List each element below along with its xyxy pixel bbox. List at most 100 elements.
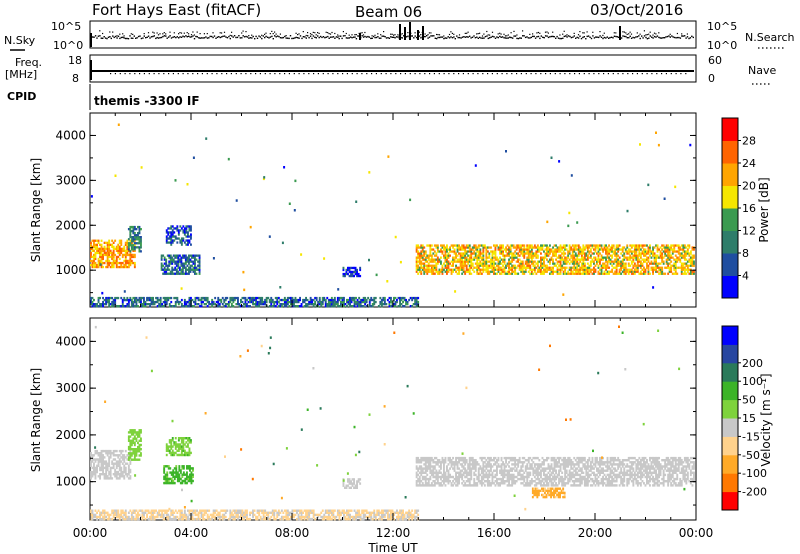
noise-sky-point — [127, 38, 130, 40]
noise-sky-point — [648, 37, 650, 39]
nave-point — [530, 73, 532, 75]
data-cell — [192, 475, 194, 478]
data-cell — [108, 261, 111, 265]
data-cell — [440, 256, 442, 259]
data-cell — [178, 258, 181, 261]
data-cell — [165, 443, 168, 446]
data-cell — [271, 298, 274, 302]
data-cell — [224, 298, 227, 302]
noise-search-point — [476, 33, 478, 35]
data-cell — [553, 254, 556, 257]
data-cell — [93, 259, 95, 263]
data-cell — [93, 303, 95, 306]
data-cell — [562, 258, 565, 261]
data-cell — [424, 456, 427, 460]
data-cell — [559, 248, 562, 251]
noise-panel — [89, 20, 697, 49]
noise-search-point — [544, 31, 547, 33]
data-cell — [306, 298, 309, 302]
data-cell — [593, 260, 595, 263]
data-cell — [473, 480, 476, 483]
data-cell — [380, 300, 383, 304]
nave-point — [211, 73, 213, 75]
data-cell — [115, 259, 118, 263]
data-cell — [167, 481, 170, 485]
data-cell — [93, 468, 95, 472]
data-cell — [502, 264, 504, 267]
data-cell — [149, 305, 151, 308]
data-cell — [140, 236, 142, 239]
data-cell — [160, 264, 163, 267]
nave-point — [487, 73, 489, 75]
nave-point — [535, 73, 537, 75]
data-cell — [361, 298, 364, 302]
data-cell — [103, 245, 106, 248]
data-cell — [532, 246, 535, 249]
noise-sky-point — [602, 37, 604, 40]
data-cell — [485, 250, 488, 253]
noise-sky-point — [663, 37, 666, 39]
data-cell — [527, 270, 530, 273]
data-cell — [429, 248, 432, 251]
data-cell — [556, 262, 559, 265]
data-cell — [674, 260, 677, 263]
data-cell — [467, 467, 470, 470]
noise-sky-point — [467, 36, 469, 38]
data-cell — [636, 246, 639, 249]
data-cell — [132, 296, 135, 300]
data-cell — [552, 246, 554, 249]
data-cell — [546, 264, 548, 267]
data-cell — [438, 250, 441, 253]
data-cell — [599, 252, 601, 255]
data-cell — [476, 246, 479, 249]
data-cell — [558, 250, 560, 253]
data-cell — [441, 475, 444, 479]
data-cell — [112, 452, 115, 455]
data-cell — [187, 443, 189, 446]
data-cell — [436, 260, 439, 263]
data-cell — [677, 246, 680, 249]
data-cell — [436, 244, 439, 247]
data-cell — [677, 258, 680, 261]
data-cell — [500, 272, 503, 275]
data-cell — [503, 260, 506, 263]
data-cell — [674, 254, 677, 257]
data-cell — [691, 256, 694, 259]
data-cell — [126, 253, 129, 257]
data-cell — [544, 244, 547, 247]
data-cell — [91, 239, 94, 242]
data-cell — [608, 252, 610, 255]
data-cell — [643, 258, 645, 261]
data-cell — [124, 473, 127, 476]
data-cell — [453, 482, 456, 485]
data-cell — [183, 272, 186, 275]
data-cell — [164, 477, 167, 481]
noise-sky-point — [585, 38, 587, 40]
data-cell — [509, 268, 512, 271]
data-cell — [415, 300, 418, 304]
data-cell — [500, 248, 503, 251]
data-cell — [127, 458, 130, 461]
noise-sky-point — [229, 37, 231, 40]
data-cell — [279, 298, 282, 302]
data-cell — [556, 260, 559, 263]
data-cell — [655, 264, 657, 267]
data-cell — [212, 303, 215, 306]
data-cell — [459, 268, 462, 271]
nave-point — [680, 73, 682, 75]
data-cell — [477, 268, 480, 271]
nave-point — [472, 73, 474, 75]
data-cell — [526, 266, 529, 269]
data-cell — [129, 251, 132, 255]
data-cell — [502, 268, 504, 271]
data-cell — [449, 262, 451, 265]
nave-point — [337, 73, 339, 75]
data-cell — [511, 266, 514, 269]
data-cell — [633, 270, 636, 273]
data-cell — [432, 268, 435, 271]
data-cell — [462, 262, 465, 265]
data-cell — [424, 465, 427, 468]
noise-sky-point — [441, 36, 444, 38]
data-cell — [636, 266, 639, 269]
noise-sky-point — [503, 37, 505, 39]
